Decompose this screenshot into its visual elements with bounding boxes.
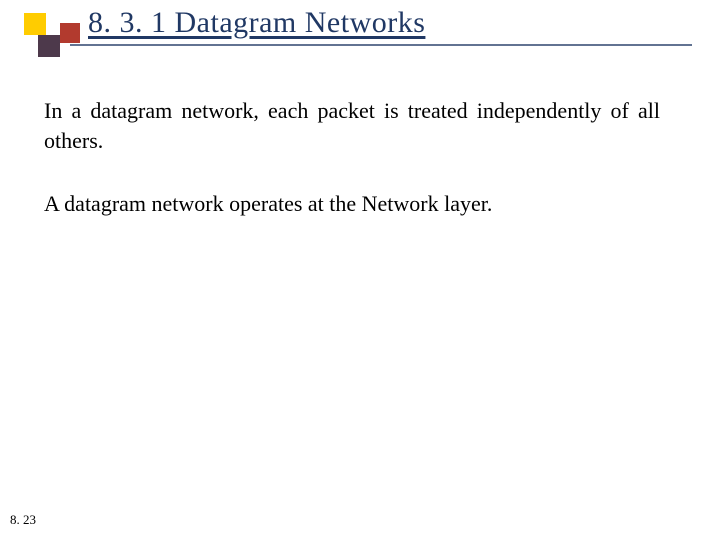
heading-container: 8. 3. 1 Datagram Networks [88, 6, 690, 40]
paragraph-1: In a datagram network, each packet is tr… [44, 96, 660, 155]
square-purple-icon [38, 35, 60, 57]
page-number: 8. 23 [10, 512, 36, 528]
title-bullet-decor [24, 13, 76, 53]
square-red-icon [60, 23, 80, 43]
square-yellow-icon [24, 13, 46, 35]
paragraph-2: A datagram network operates at the Netwo… [44, 189, 660, 219]
title-underline [70, 44, 692, 46]
slide-body: In a datagram network, each packet is tr… [44, 96, 660, 219]
slide: 8. 3. 1 Datagram Networks In a datagram … [0, 0, 720, 540]
slide-title: 8. 3. 1 Datagram Networks [88, 6, 425, 39]
